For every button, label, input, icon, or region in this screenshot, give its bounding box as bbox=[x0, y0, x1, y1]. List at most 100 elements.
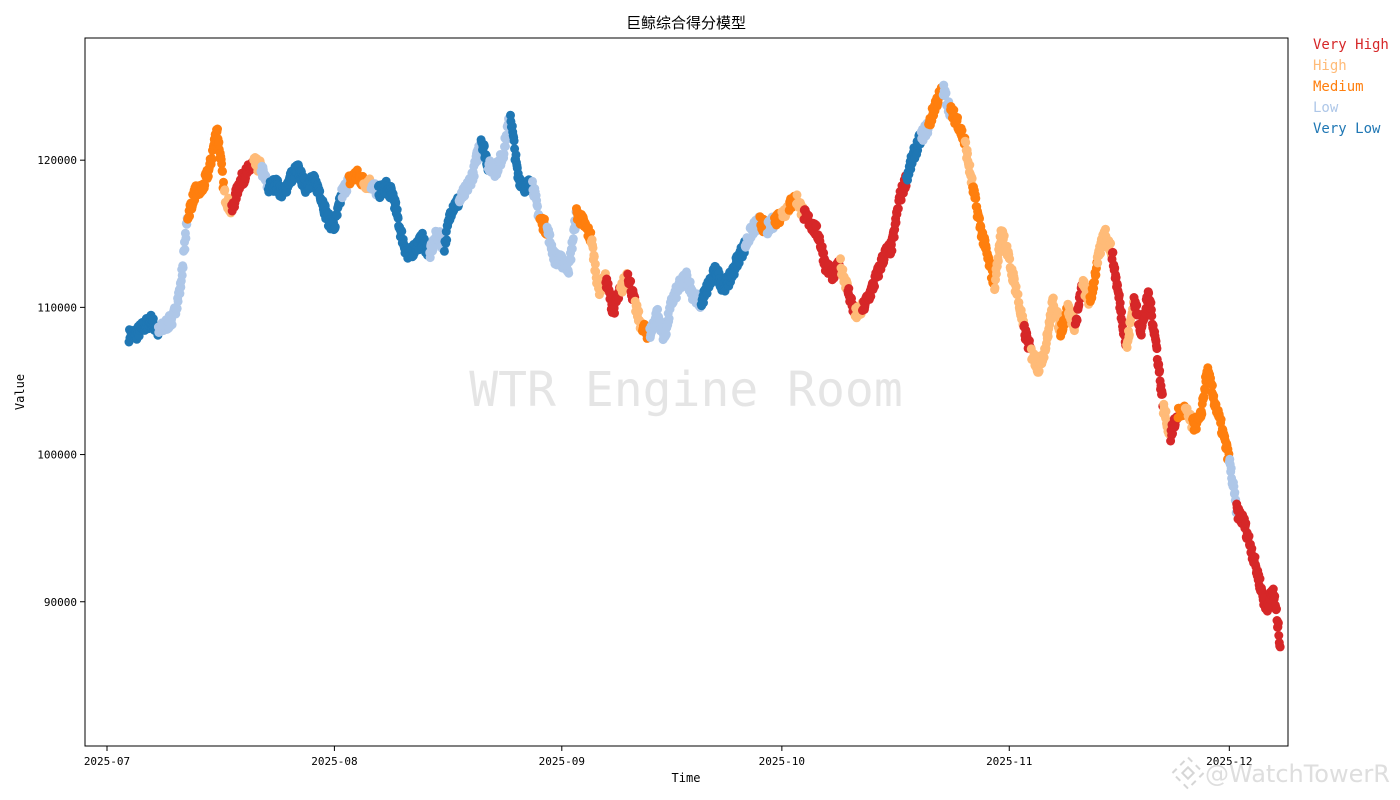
scatter-point bbox=[442, 235, 452, 245]
scatter-point bbox=[963, 149, 972, 159]
scatter-point bbox=[214, 137, 224, 147]
scatter-point bbox=[332, 210, 342, 220]
scatter-point bbox=[941, 88, 951, 98]
scatter-point bbox=[1147, 311, 1157, 321]
scatter-point bbox=[1106, 238, 1116, 248]
plot-frame bbox=[84, 37, 1289, 747]
center-watermark: WTR Engine Room bbox=[469, 362, 902, 418]
scatter-point bbox=[1250, 552, 1260, 562]
scatter-point bbox=[509, 136, 519, 146]
scatter-point bbox=[472, 156, 482, 166]
scatter-point bbox=[1207, 380, 1217, 390]
scatter-point bbox=[1275, 642, 1285, 652]
scatter-point bbox=[1115, 298, 1125, 308]
scatter-point bbox=[1255, 574, 1265, 584]
scatter-point bbox=[804, 211, 813, 220]
scatter-point bbox=[1136, 330, 1146, 340]
corner-watermark: @WatchTowerR bbox=[1171, 756, 1390, 790]
scatter-point bbox=[1230, 488, 1240, 497]
scatter-point bbox=[393, 213, 403, 223]
scatter-point bbox=[342, 186, 352, 196]
scatter-point bbox=[588, 243, 598, 253]
scatter-point bbox=[953, 113, 962, 123]
scatter-points bbox=[124, 80, 1285, 652]
scatter-point bbox=[1274, 631, 1284, 640]
x-tick-label: 2025-08 bbox=[311, 755, 357, 768]
scatter-point bbox=[564, 268, 574, 278]
scatter-point bbox=[990, 283, 1000, 293]
scatter-point bbox=[1034, 366, 1044, 376]
scatter-point bbox=[1114, 290, 1124, 300]
scatter-point bbox=[991, 269, 1001, 279]
legend: Very High High Medium Low Very Low bbox=[1313, 37, 1389, 137]
scatter-point bbox=[539, 214, 549, 224]
scatter-point bbox=[1199, 392, 1209, 402]
scatter-point bbox=[993, 256, 1003, 266]
scatter-point bbox=[568, 234, 578, 244]
legend-medium: Medium bbox=[1313, 79, 1364, 95]
scatter-point bbox=[330, 222, 340, 232]
scatter-point bbox=[528, 176, 537, 186]
x-tick-label: 2025-07 bbox=[84, 755, 130, 768]
scatter-point bbox=[502, 134, 512, 144]
scatter-point bbox=[971, 193, 981, 203]
scatter-point bbox=[634, 306, 644, 316]
y-tick-label: 90000 bbox=[44, 596, 77, 609]
scatter-point bbox=[479, 141, 489, 151]
scatter-point bbox=[1244, 531, 1254, 541]
scatter-point bbox=[961, 138, 971, 147]
x-tick-label: 2025-10 bbox=[759, 755, 805, 768]
scatter-point bbox=[511, 150, 521, 160]
x-tick-label: 2025-12 bbox=[1206, 755, 1252, 768]
scatter-point bbox=[545, 230, 555, 240]
scatter-point bbox=[1108, 247, 1118, 257]
y-tick-label: 110000 bbox=[37, 301, 77, 314]
legend-low: Low bbox=[1313, 100, 1339, 116]
legend-very-high: Very High bbox=[1313, 37, 1389, 53]
scatter-point bbox=[1005, 254, 1015, 264]
scatter-point bbox=[1013, 289, 1023, 299]
scatter-point bbox=[957, 126, 967, 135]
binance-logo-icon bbox=[1171, 756, 1205, 790]
scatter-point bbox=[610, 308, 619, 318]
scatter-point bbox=[1146, 298, 1156, 308]
scatter-point bbox=[866, 291, 876, 301]
scatter-point bbox=[1226, 463, 1236, 473]
scatter-point bbox=[1273, 618, 1283, 628]
scatter-point bbox=[200, 180, 210, 190]
scatter-point bbox=[975, 214, 984, 224]
scatter-point bbox=[661, 329, 671, 339]
scatter-point bbox=[218, 166, 227, 176]
scatter-point bbox=[567, 244, 577, 254]
y-tick-label: 120000 bbox=[37, 154, 77, 167]
scatter-point bbox=[586, 228, 596, 238]
scatter-point bbox=[167, 320, 177, 330]
scatter-point bbox=[589, 252, 599, 262]
scatter-point bbox=[891, 218, 901, 228]
scatter-point bbox=[315, 186, 325, 196]
x-tick-label: 2025-11 bbox=[986, 755, 1032, 768]
scatter-point bbox=[1200, 385, 1210, 395]
scatter-point bbox=[217, 159, 227, 169]
scatter-point bbox=[844, 284, 854, 293]
scatter-point bbox=[181, 233, 191, 243]
scatter-point bbox=[893, 204, 903, 214]
scatter-point bbox=[533, 201, 542, 211]
scatter-point bbox=[392, 205, 402, 215]
scatter-point bbox=[1155, 366, 1165, 376]
scatter-point bbox=[1101, 224, 1110, 234]
scatter-point bbox=[965, 160, 975, 170]
scatter-point bbox=[664, 314, 674, 323]
scatter-point bbox=[439, 246, 449, 256]
scatter-point bbox=[999, 231, 1009, 241]
corner-watermark-text: @WatchTowerR bbox=[1205, 760, 1390, 788]
scatter-point bbox=[435, 227, 445, 237]
x-axis-label: Time bbox=[672, 771, 701, 785]
scatter-point bbox=[836, 254, 845, 264]
x-axis: 2025-07 2025-08 2025-09 2025-10 2025-11 2025-… bbox=[84, 746, 1252, 768]
y-axis: 90000 100000 110000 120000 bbox=[37, 154, 85, 609]
scatter-point bbox=[1091, 270, 1101, 280]
scatter-point bbox=[590, 259, 600, 269]
scatter-point bbox=[177, 270, 187, 280]
scatter-point bbox=[792, 190, 802, 200]
